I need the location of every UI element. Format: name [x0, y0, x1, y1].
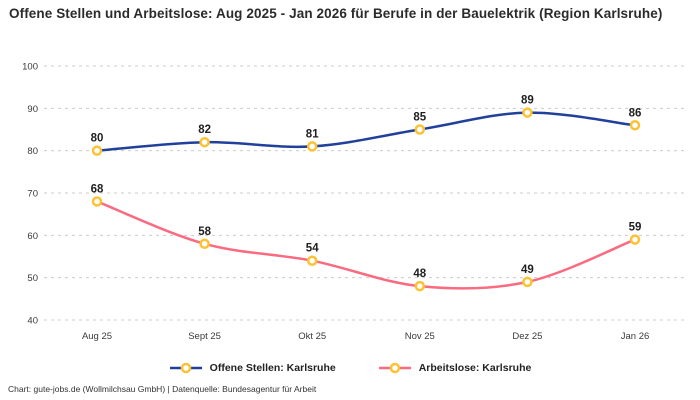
x-axis-tick-label: Aug 25	[82, 331, 112, 342]
y-axis-tick-label: 80	[27, 146, 38, 157]
legend-label-offene-stellen: Offene Stellen: Karlsruhe	[209, 362, 336, 374]
data-point-label: 48	[413, 268, 426, 280]
data-point-label: 80	[91, 133, 104, 145]
data-point-marker	[414, 280, 426, 292]
x-axis-tick-label: Jan 26	[621, 331, 650, 342]
data-point-label: 86	[629, 107, 642, 119]
data-point-label: 68	[91, 183, 104, 195]
x-axis-tick-label: Okt 25	[298, 331, 326, 342]
y-axis-tick-label: 50	[27, 273, 38, 284]
y-axis-tick-label: 90	[27, 104, 38, 115]
data-point-label: 89	[521, 95, 534, 107]
data-point-marker	[91, 145, 103, 156]
x-axis-tick-label: Sept 25	[188, 331, 221, 342]
data-point-label: 82	[198, 124, 211, 136]
data-point-marker	[522, 276, 533, 288]
data-point-marker	[306, 255, 318, 266]
series-line-0	[95, 111, 637, 152]
y-axis-tick-label: 40	[27, 316, 38, 327]
legend-line-sample-icon	[169, 362, 202, 374]
data-point-marker	[306, 141, 318, 152]
chart-title: Offene Stellen und Arbeitslose: Aug 2025…	[9, 6, 663, 21]
legend: Offene Stellen: Karlsruhe Arbeitslose: K…	[0, 357, 700, 379]
legend-item-arbeitslose: Arbeitslose: Karlsruhe	[378, 362, 532, 374]
data-point-marker	[199, 238, 210, 250]
line-chart-plot-area: 40 50 60 70 80 90 100 Aug 25 Sept 25 Okt 25 Nov 25…	[22, 62, 688, 342]
series-line-1	[95, 200, 637, 290]
legend-line-sample-icon	[378, 362, 411, 374]
data-point-label: 85	[413, 112, 426, 124]
data-point-marker	[199, 136, 210, 148]
data-point-label: 49	[521, 264, 534, 276]
data-point-label: 81	[306, 128, 319, 140]
data-point-marker	[629, 120, 641, 131]
x-axis-tick-label: Dez 25	[512, 331, 542, 342]
data-point-label: 59	[629, 222, 642, 234]
legend-label-arbeitslose: Arbeitslose: Karlsruhe	[418, 362, 532, 374]
x-axis-tick-label: Nov 25	[405, 331, 435, 342]
data-point-marker	[522, 107, 533, 118]
y-axis-tick-label: 70	[27, 189, 38, 200]
attribution-text: Chart: gute-jobs.de (Wollmilchsau GmbH) …	[8, 384, 317, 394]
y-axis-tick-label: 100	[22, 62, 38, 73]
legend-item-offene-stellen: Offene Stellen: Karlsruhe	[169, 362, 336, 374]
data-point-label: 54	[306, 243, 319, 255]
data-point-marker	[414, 124, 426, 135]
data-point-marker	[91, 196, 103, 207]
data-point-marker	[629, 234, 641, 245]
y-axis-tick-label: 60	[27, 231, 38, 242]
data-point-label: 58	[198, 226, 211, 238]
